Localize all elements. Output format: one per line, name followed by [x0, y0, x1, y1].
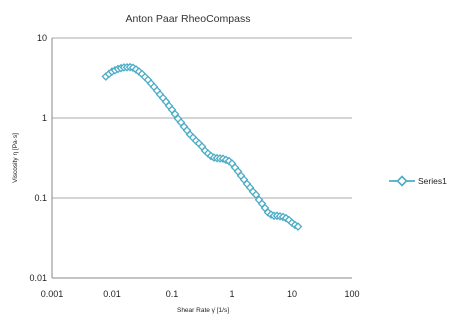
x-axis-label: Shear Rate γ̇ [1/s]	[177, 307, 229, 314]
y-tick-label: 1	[42, 113, 47, 123]
series1-markers	[101, 62, 303, 231]
x-tick-label: 10	[287, 289, 297, 299]
legend-label: Series1	[418, 176, 447, 186]
y-tick-labels: 0.01 0.1 1 10	[29, 33, 47, 283]
y-tick-label: 10	[37, 33, 47, 43]
x-tick-label: 1	[229, 289, 234, 299]
y-tick-label: 0.01	[29, 273, 47, 283]
x-tick-label: 0.1	[166, 289, 179, 299]
x-tick-labels: 0.001 0.01 0.1 1 10 100	[41, 289, 360, 299]
grid-lines	[52, 37, 352, 279]
y-axis-label: Viscosity η [Pa·s]	[12, 133, 19, 183]
legend-diamond-marker	[396, 175, 408, 187]
chart-title: Anton Paar RheoCompass	[126, 13, 251, 25]
x-tick-label: 0.01	[103, 289, 121, 299]
data-point	[251, 190, 261, 200]
x-tick-label: 0.001	[41, 289, 64, 299]
data-point	[293, 222, 303, 231]
legend: Series1	[389, 175, 447, 187]
y-tick-label: 0.1	[34, 193, 47, 203]
x-tick-label: 100	[344, 289, 359, 299]
